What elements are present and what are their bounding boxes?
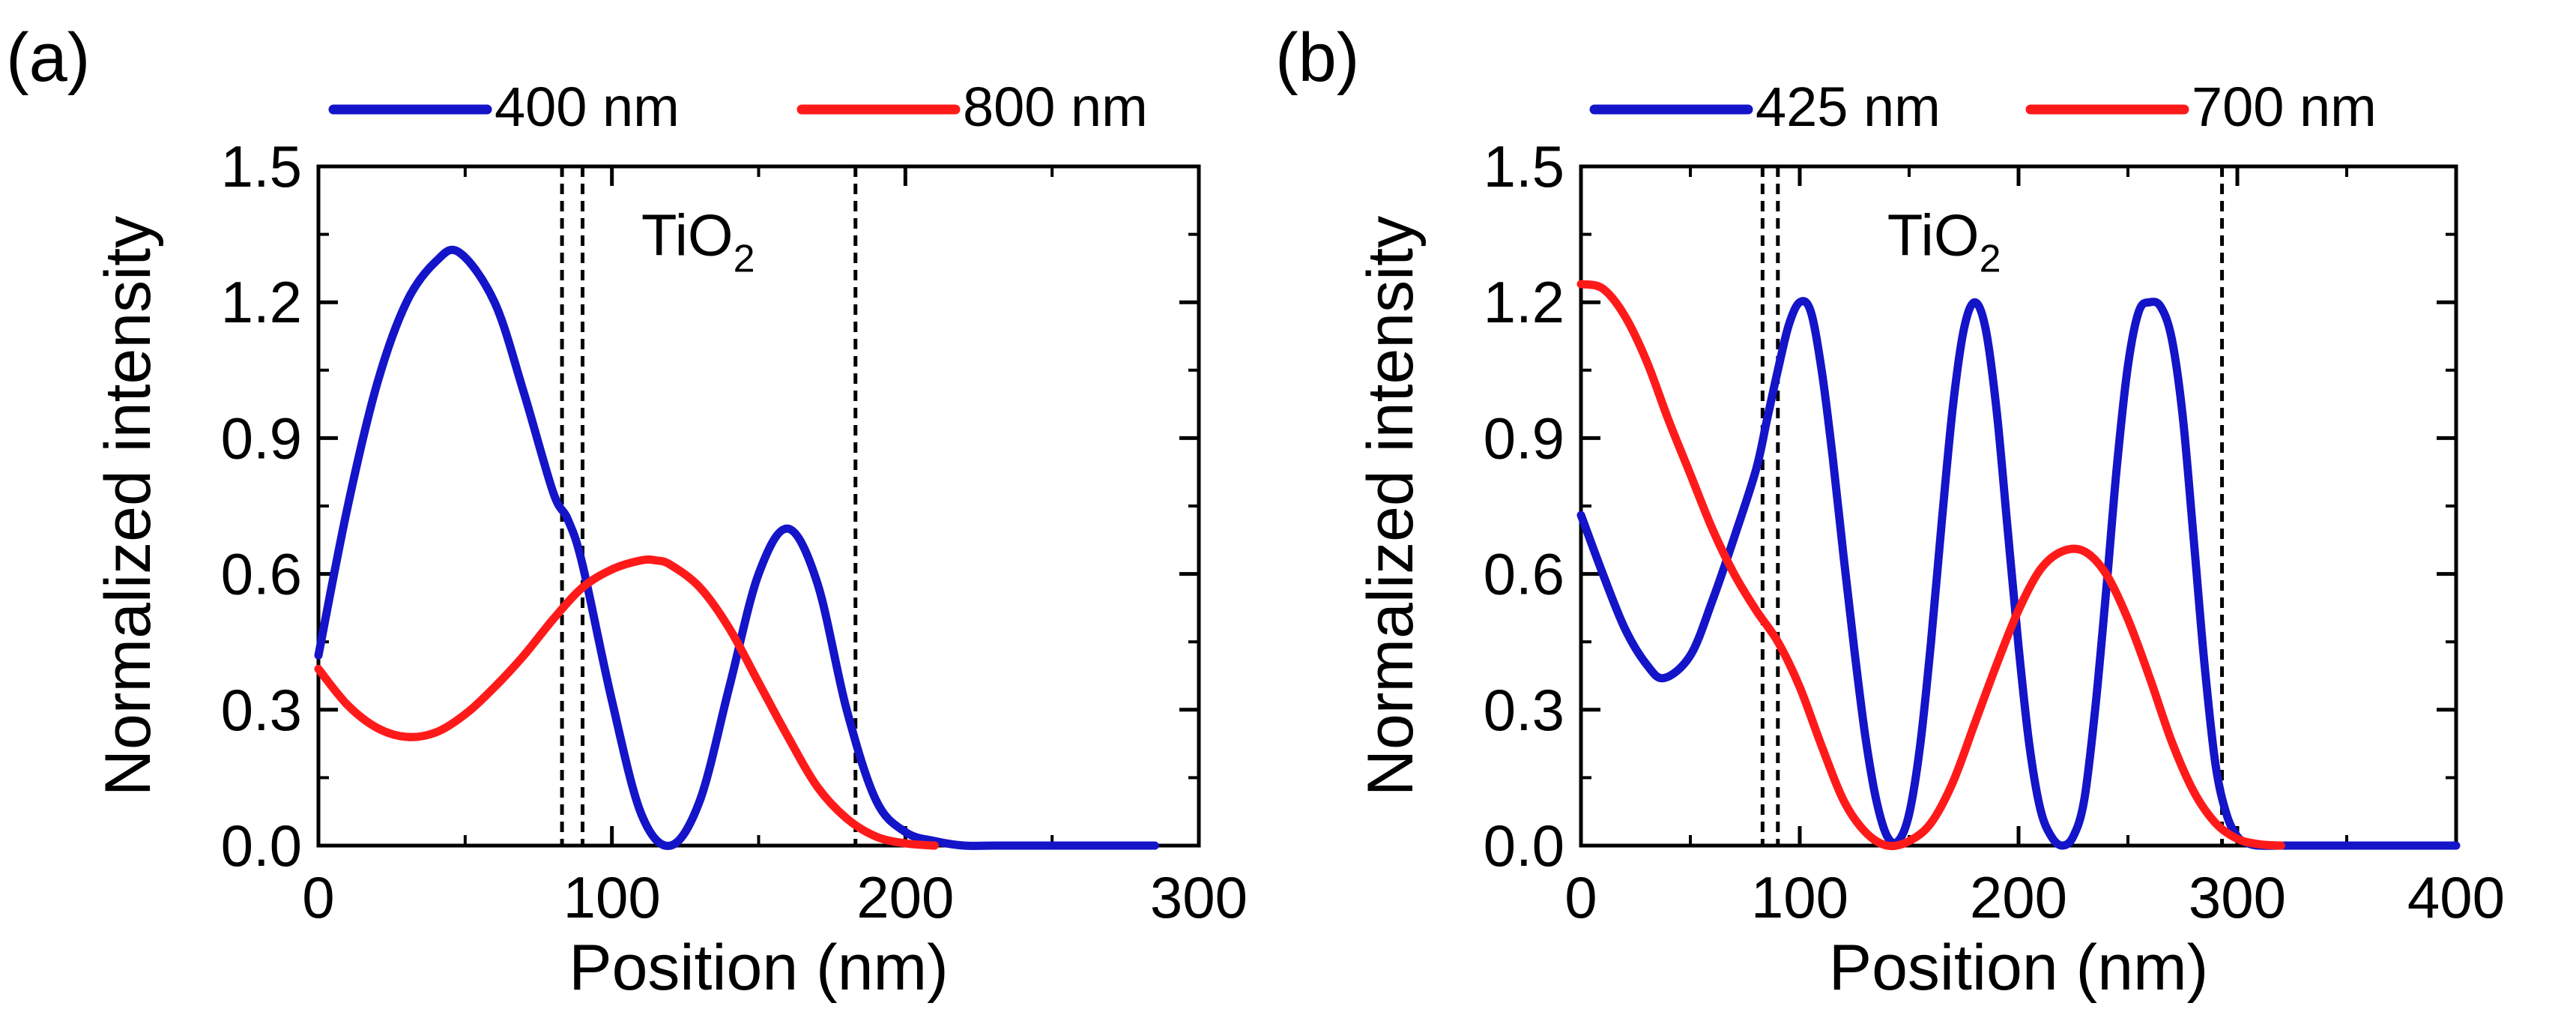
region-label-main: TiO	[641, 202, 734, 268]
plot-frame	[316, 164, 1201, 848]
y-axis-title: Normalized intensity	[1355, 216, 1427, 796]
x-tick-label-0: 0	[1564, 864, 1597, 930]
x-tick-label-1: 100	[563, 864, 661, 930]
y-tick-label-1: 0.3	[1484, 677, 1564, 743]
region-label: TiO2	[1887, 202, 2001, 281]
series-line-800-nm	[314, 555, 939, 850]
x-axis-title: Position (nm)	[569, 932, 949, 1004]
y-axis-title: Normalized intensity	[92, 216, 164, 796]
y-tick-label-3: 0.9	[1484, 405, 1564, 471]
legend-label-0: 425 nm	[1756, 76, 1941, 138]
y-tick-label-0: 0.0	[221, 813, 302, 879]
y-tick-label-5: 1.5	[1484, 133, 1564, 199]
panel-label: (b)	[1275, 19, 1359, 96]
region-label-subscript: 2	[1980, 238, 2001, 281]
region-label: TiO2	[641, 202, 755, 281]
y-tick-label-3: 0.9	[221, 405, 302, 471]
y-tick-label-4: 1.2	[221, 269, 302, 335]
series-line-400-nm	[314, 245, 1159, 850]
x-tick-label-0: 0	[302, 864, 334, 930]
series-line-700-nm	[1576, 280, 2285, 851]
y-tick-label-1: 0.3	[221, 677, 302, 743]
x-tick-label-2: 200	[856, 864, 954, 930]
plot-frame	[1579, 164, 2458, 848]
y-tick-label-5: 1.5	[221, 133, 302, 199]
legend-label-0: 400 nm	[495, 76, 680, 138]
legend-label-1: 700 nm	[2192, 76, 2377, 138]
legend-label-1: 800 nm	[963, 76, 1148, 138]
y-tick-label-0: 0.0	[1484, 813, 1564, 879]
region-label-main: TiO	[1887, 202, 1980, 268]
x-tick-label-3: 300	[1150, 864, 1248, 930]
y-tick-label-2: 0.6	[1484, 541, 1564, 607]
x-axis-title: Position (nm)	[1829, 932, 2209, 1004]
region-label-subscript: 2	[734, 238, 755, 281]
panel-label: (a)	[6, 19, 90, 96]
x-tick-label-4: 400	[2407, 864, 2505, 930]
x-tick-label-3: 300	[2189, 864, 2286, 930]
x-tick-label-2: 200	[1970, 864, 2067, 930]
y-tick-label-4: 1.2	[1484, 269, 1564, 335]
series-line-425-nm	[1576, 297, 2461, 850]
y-tick-label-2: 0.6	[221, 541, 302, 607]
x-tick-label-1: 100	[1751, 864, 1848, 930]
